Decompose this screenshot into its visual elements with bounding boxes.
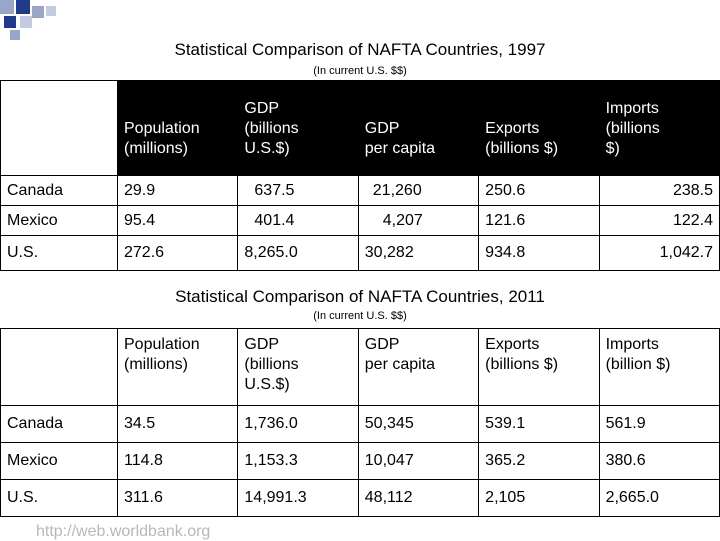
cell-imports: 380.6 [598, 442, 720, 480]
table-1997: Population (millions) GDP (billions U.S.… [0, 80, 720, 271]
row-country: Canada [0, 405, 118, 443]
table-2011-corner-cell [0, 328, 118, 406]
cell-population: 29.9 [116, 175, 239, 206]
cell-gdp: 1,153.3 [237, 442, 359, 480]
cell-gdp-per-capita: 4,207 [357, 205, 480, 236]
cell-gdp-per-capita: 48,112 [357, 479, 480, 517]
table-1997-subtitle: (In current U.S. $$) [313, 65, 407, 77]
table-1997-title: Statistical Comparison of NAFTA Countrie… [174, 40, 546, 59]
cell-gdp-per-capita: 10,047 [357, 442, 480, 480]
cell-gdp-per-capita: 50,345 [357, 405, 480, 443]
cell-population: 272.6 [116, 235, 239, 271]
cell-population: 34.5 [116, 405, 239, 443]
cell-gdp-per-capita: 30,282 [357, 235, 480, 271]
row-country: U.S. [0, 479, 118, 517]
cell-imports: 561.9 [598, 405, 720, 443]
table-1997-header-exports: Exports (billions $) [478, 80, 600, 176]
cell-gdp: 8,265.0 [237, 235, 359, 271]
table-2011-header-row: Population (millions) GDP (billions U.S.… [0, 328, 720, 406]
table-1997-header-row: Population (millions) GDP (billions U.S.… [0, 80, 720, 176]
table-row: Mexico 95.4 401.4 4,207 121.6 122.4 [0, 205, 720, 236]
row-country: Canada [0, 175, 118, 206]
cell-exports: 2,105 [478, 479, 600, 517]
table-1997-header-gdp: GDP (billions U.S.$) [237, 80, 359, 176]
table-2011-header-exports: Exports (billions $) [478, 328, 600, 406]
cell-imports: 238.5 [598, 175, 720, 206]
table-2011-header-gdp: GDP (billions U.S.$) [237, 328, 359, 406]
cell-imports: 122.4 [598, 205, 720, 236]
table-row: Canada 29.9 637.5 21,260 250.6 238.5 [0, 175, 720, 206]
table-2011-header-population: Population (millions) [116, 328, 239, 406]
table-row: U.S. 311.6 14,991.3 48,112 2,105 2,665.0 [0, 479, 720, 517]
cell-population: 114.8 [116, 442, 239, 480]
cell-gdp: 1,736.0 [237, 405, 359, 443]
cell-exports: 121.6 [478, 205, 600, 236]
cell-exports: 365.2 [478, 442, 600, 480]
row-country: Mexico [0, 205, 118, 236]
row-country: Mexico [0, 442, 118, 480]
table-row: Canada 34.5 1,736.0 50,345 539.1 561.9 [0, 405, 720, 443]
table-row: U.S. 272.6 8,265.0 30,282 934.8 1,042.7 [0, 235, 720, 271]
table-2011: Population (millions) GDP (billions U.S.… [0, 328, 720, 517]
table-1997-header-gdp-per-capita: GDP per capita [357, 80, 480, 176]
cell-gdp: 637.5 [237, 175, 359, 206]
cell-gdp: 14,991.3 [237, 479, 359, 517]
cell-imports: 2,665.0 [598, 479, 720, 517]
table-1997-header-population: Population (millions) [116, 80, 239, 176]
table-2011-subtitle: (In current U.S. $$) [313, 310, 407, 322]
table-row: Mexico 114.8 1,153.3 10,047 365.2 380.6 [0, 442, 720, 480]
table-2011-header-gdp-per-capita: GDP per capita [357, 328, 480, 406]
cell-gdp: 401.4 [237, 205, 359, 236]
cell-exports: 934.8 [478, 235, 600, 271]
source-link[interactable]: http://web.worldbank.org [36, 523, 211, 540]
table-1997-header-imports: Imports (billions $) [598, 80, 720, 176]
cell-population: 95.4 [116, 205, 239, 236]
table-1997-corner-cell [0, 80, 118, 176]
cell-exports: 250.6 [478, 175, 600, 206]
table-2011-title: Statistical Comparison of NAFTA Countrie… [175, 287, 545, 306]
cell-exports: 539.1 [478, 405, 600, 443]
corner-decoration [0, 0, 60, 44]
cell-imports: 1,042.7 [598, 235, 720, 271]
cell-population: 311.6 [116, 479, 239, 517]
table-2011-header-imports: Imports (billion $) [598, 328, 720, 406]
row-country: U.S. [0, 235, 118, 271]
cell-gdp-per-capita: 21,260 [357, 175, 480, 206]
